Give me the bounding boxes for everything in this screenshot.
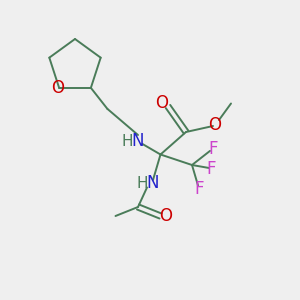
Text: H: H	[122, 134, 133, 148]
Text: O: O	[208, 116, 221, 134]
Text: O: O	[51, 79, 64, 97]
Text: F: F	[208, 140, 218, 158]
Text: N: N	[146, 174, 159, 192]
Text: H: H	[137, 176, 148, 190]
Text: F: F	[207, 160, 216, 178]
Text: F: F	[195, 180, 204, 198]
Text: N: N	[131, 132, 144, 150]
Text: O: O	[155, 94, 168, 112]
Text: O: O	[159, 207, 172, 225]
